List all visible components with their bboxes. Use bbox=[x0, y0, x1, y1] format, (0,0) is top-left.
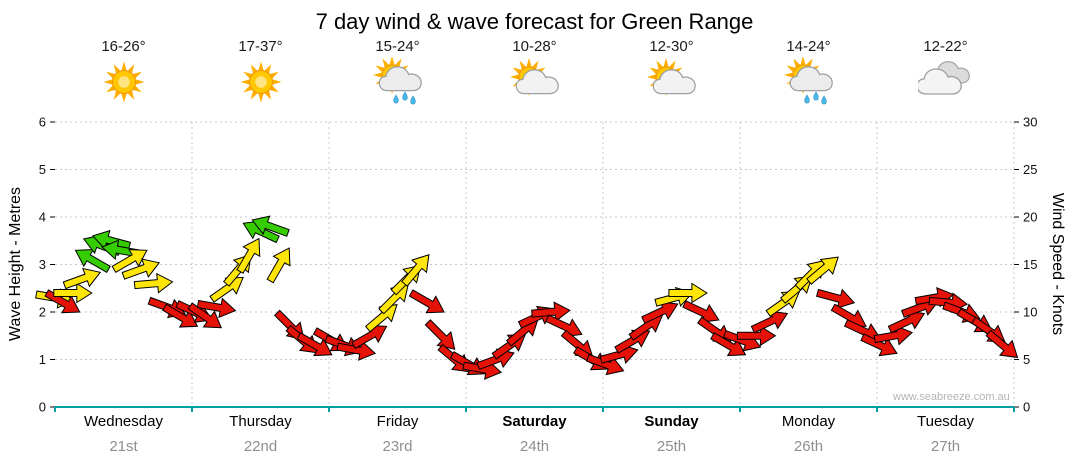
wind-arrow bbox=[266, 247, 291, 284]
left-axis-tick: 3 bbox=[39, 257, 46, 272]
wind-arrow bbox=[806, 256, 839, 285]
right-axis-tick: 10 bbox=[1023, 305, 1037, 320]
day-header-friday: 15-24° bbox=[329, 38, 466, 107]
wind-arrow bbox=[296, 332, 333, 357]
right-axis-tick: 25 bbox=[1023, 162, 1037, 177]
wind-arrow bbox=[985, 329, 1019, 359]
sunny-icon bbox=[55, 57, 192, 107]
wind-arrow bbox=[531, 301, 571, 323]
day-date: 24th bbox=[519, 438, 550, 455]
right-axis-tick: 0 bbox=[1023, 400, 1030, 415]
day-header-sunday: 12-30° bbox=[603, 38, 740, 107]
day-date: 27th bbox=[930, 438, 961, 455]
right-axis-tick: 20 bbox=[1023, 210, 1037, 225]
cloudy-icon bbox=[877, 57, 1014, 107]
right-axis-tick: 15 bbox=[1023, 257, 1037, 272]
day-header-wednesday: 16-26° bbox=[55, 38, 192, 107]
day-name: Wednesday bbox=[84, 413, 163, 430]
wind-arrow bbox=[545, 314, 583, 338]
day-name: Thursday bbox=[229, 413, 292, 430]
sunny-icon bbox=[192, 57, 329, 107]
day-footer-thursday: Thursday 22nd bbox=[192, 413, 329, 455]
left-axis-title: Wave Height - Metres bbox=[7, 186, 24, 342]
wind-arrow bbox=[816, 288, 856, 309]
wind-arrow bbox=[74, 249, 111, 274]
wind-arrow bbox=[710, 332, 747, 357]
wind-arrow bbox=[196, 297, 237, 319]
sun-cloud-icon bbox=[603, 57, 740, 107]
wind-arrow bbox=[111, 249, 148, 274]
wind-arrow bbox=[668, 282, 708, 304]
day-footer-sunday: Sunday 25th bbox=[603, 413, 740, 455]
day-date: 21st bbox=[109, 438, 138, 455]
chart-title: 7 day wind & wave forecast for Green Ran… bbox=[315, 9, 754, 34]
day-footer-monday: Monday 26th bbox=[740, 413, 877, 455]
right-axis-tick: 5 bbox=[1023, 352, 1030, 367]
sun-rain-icon bbox=[740, 57, 877, 107]
wind-arrow bbox=[736, 325, 777, 347]
wind-arrow bbox=[401, 254, 430, 287]
right-axis-tick: 30 bbox=[1023, 115, 1037, 130]
temperature-range: 12-30° bbox=[649, 38, 694, 55]
wind-arrow bbox=[121, 258, 161, 280]
temperature-range: 14-24° bbox=[786, 38, 831, 55]
day-footer-saturday: Saturday 24th bbox=[466, 413, 603, 455]
wind-arrow bbox=[641, 301, 679, 324]
wind-arrow bbox=[62, 267, 102, 290]
wind-arrow bbox=[162, 303, 199, 328]
day-name: Tuesday bbox=[917, 413, 974, 430]
day-date: 22nd bbox=[243, 438, 278, 455]
day-date: 25th bbox=[656, 438, 687, 455]
day-name: Sunday bbox=[644, 413, 699, 430]
left-axis-tick: 6 bbox=[39, 115, 46, 130]
day-footer-wednesday: Wednesday 21st bbox=[55, 413, 192, 455]
left-axis-tick: 1 bbox=[39, 352, 46, 367]
day-name: Saturday bbox=[502, 413, 567, 430]
wind-arrow bbox=[251, 215, 290, 237]
temperature-range: 15-24° bbox=[375, 38, 420, 55]
right-axis-title: Wind Speed - Knots bbox=[1049, 192, 1066, 336]
axis-ticks: 0 1 2 3 4 5 6 0 5 10 15 20 25 30 bbox=[39, 115, 1038, 415]
day-header-tuesday: 12-22° bbox=[877, 38, 1014, 107]
day-header-thursday: 17-37° bbox=[192, 38, 329, 107]
day-footer-friday: Friday 23rd bbox=[329, 413, 466, 455]
day-header-saturday: 10-28° bbox=[466, 38, 603, 107]
day-name: Monday bbox=[781, 413, 836, 430]
day-date: 26th bbox=[793, 438, 824, 455]
wind-arrow bbox=[133, 272, 174, 294]
temperature-range: 12-22° bbox=[923, 38, 968, 55]
wind-arrow bbox=[236, 237, 261, 274]
day-header-monday: 14-24° bbox=[740, 38, 877, 107]
left-axis-tick: 4 bbox=[39, 210, 46, 225]
wind-arrow bbox=[53, 282, 93, 304]
day-date: 23rd bbox=[382, 438, 413, 455]
day-footer-tuesday: Tuesday 27th bbox=[877, 413, 1014, 455]
temperature-range: 16-26° bbox=[101, 38, 146, 55]
wind-arrow bbox=[682, 300, 720, 323]
gridlines bbox=[55, 121, 1015, 407]
wind-arrow bbox=[91, 229, 132, 250]
wind-arrow bbox=[408, 289, 445, 314]
wind-arrow bbox=[209, 276, 244, 303]
temperature-range: 17-37° bbox=[238, 38, 283, 55]
left-axis-tick: 0 bbox=[39, 400, 46, 415]
left-axis-tick: 5 bbox=[39, 162, 46, 177]
day-name: Friday bbox=[376, 413, 419, 430]
temperature-range: 10-28° bbox=[512, 38, 557, 55]
wind-arrows bbox=[35, 215, 1019, 380]
sun-cloud-icon bbox=[466, 57, 603, 107]
wind-arrow bbox=[336, 340, 377, 361]
watermark: www.seabreeze.com.au bbox=[893, 391, 1010, 403]
wind-arrow bbox=[187, 302, 223, 329]
sun-rain-icon bbox=[329, 57, 466, 107]
left-axis-tick: 2 bbox=[39, 305, 46, 320]
